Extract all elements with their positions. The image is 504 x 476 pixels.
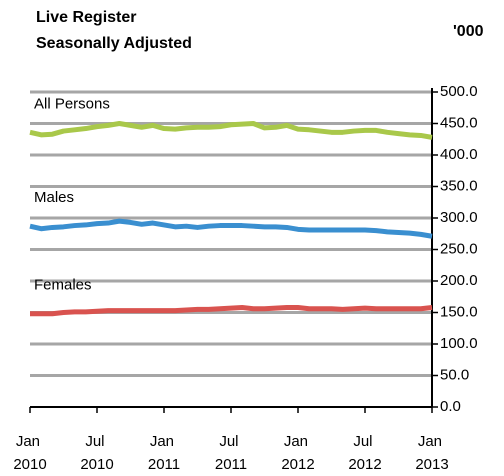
series-label: Females <box>34 277 92 294</box>
line-series <box>29 121 433 140</box>
x-tick-label: Jan 2012 <box>281 433 314 473</box>
y-tick-label: 450.0 <box>440 114 478 131</box>
y-tick-label: 300.0 <box>440 209 478 226</box>
y-tick-label: 200.0 <box>440 272 478 289</box>
chart-subtitle: Seasonally Adjusted <box>36 35 192 52</box>
x-tick-label: Jul 2010 <box>80 433 113 473</box>
y-tick-label: 250.0 <box>440 240 478 257</box>
line-series <box>30 304 433 317</box>
x-tick-label: Jan 2010 <box>13 433 46 473</box>
unit-label: '000 <box>453 23 484 40</box>
y-tick-label: 400.0 <box>440 146 478 163</box>
series-label: Males <box>34 189 74 206</box>
y-tick-label: 50.0 <box>440 366 469 383</box>
y-tick-label: 350.0 <box>440 177 478 194</box>
x-tick-label: Jan 2011 <box>148 433 180 473</box>
chart-title: Live Register <box>36 9 136 26</box>
x-tick-label: Jan 2013 <box>415 433 448 473</box>
y-tick-label: 100.0 <box>440 335 478 352</box>
x-tick-label: Jul 2011 <box>215 433 247 473</box>
x-tick-label: Jul 2012 <box>348 433 381 473</box>
y-tick-label: 0.0 <box>440 398 461 415</box>
line-series <box>29 218 433 239</box>
y-tick-label: 150.0 <box>440 303 478 320</box>
y-tick-label: 500.0 <box>440 83 478 100</box>
series-label: All Persons <box>34 95 110 112</box>
